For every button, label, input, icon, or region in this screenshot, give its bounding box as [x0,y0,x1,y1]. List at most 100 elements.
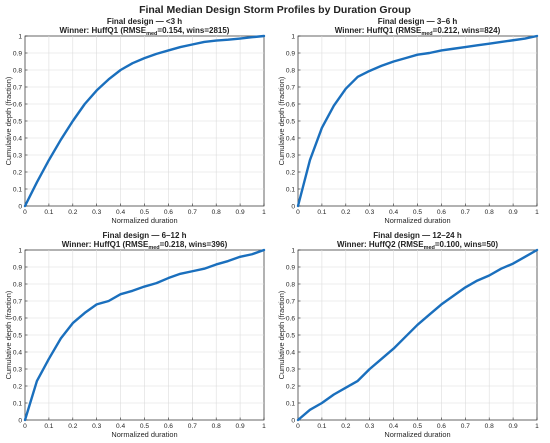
subtitle-prefix: Winner: HuffQ2 (RMSE [337,240,424,249]
x-tick-label: 0.3 [92,423,101,430]
x-tick-label: 0.8 [485,209,494,216]
x-axis-label: Normalized duration [384,216,450,225]
x-tick-label: 0.4 [389,209,398,216]
x-tick-label: 0.8 [212,423,221,430]
x-tick-label: 0.6 [164,423,173,430]
x-tick-label: 0 [296,209,300,216]
y-tick-label: 0.2 [286,169,295,176]
x-tick-label: 0 [23,423,27,430]
subtitle-subscript: med [146,31,157,37]
subtitle-suffix: =0.100, wins=50) [435,240,498,249]
x-tick-label: 0 [23,209,27,216]
y-tick-label: 0.7 [13,84,22,91]
y-tick-label: 0 [291,417,295,424]
x-tick-label: 0.9 [236,423,245,430]
figure-title: Final Median Design Storm Profiles by Du… [139,4,411,16]
y-tick-label: 0 [18,417,22,424]
subtitle-subscript: med [421,31,432,37]
subtitle-prefix: Winner: HuffQ1 (RMSE [62,240,149,249]
y-tick-label: 0.1 [13,400,22,407]
y-tick-label: 0.8 [13,281,22,288]
series-line [23,34,266,208]
x-tick-label: 0.7 [188,209,197,216]
y-tick-label: 0.3 [286,366,295,373]
y-tick-label: 0.6 [286,101,295,108]
x-axis-label: Normalized duration [111,216,177,225]
x-tick-label: 0.1 [317,423,326,430]
y-tick-label: 0.4 [13,349,22,356]
x-tick-label: 0.6 [437,209,446,216]
subtitle-suffix: =0.154, wins=2815) [157,26,229,35]
chart-panels: 000.10.10.20.20.30.30.40.40.50.50.60.60.… [4,17,539,439]
y-tick-label: 0.9 [13,50,22,57]
panel-subtitle: Winner: HuffQ1 (RMSEmed=0.218, wins=396) [62,240,228,251]
x-tick-label: 0.6 [164,209,173,216]
x-tick-label: 0.1 [44,209,53,216]
chart-panel-1: 00 0.1 0.1 0.2 0.2 0.3 0.3 0.4 0.4 0.5 0.5 0.6 0.6 0.… [4,17,266,225]
y-axis-label: Cumulative depth (fraction) [4,77,13,166]
y-tick-label: 0.5 [13,118,22,125]
x-tick-label: 0.4 [116,209,125,216]
x-tick-label: 0.2 [341,209,350,216]
y-tick-label: 0 [291,203,295,210]
y-tick-label: 1 [18,247,22,254]
y-tick-label: 0.4 [13,135,22,142]
y-tick-label: 0.1 [13,186,22,193]
x-tick-label: 0.9 [509,423,518,430]
x-tick-label: 0.9 [509,209,518,216]
y-tick-label: 1 [291,33,295,40]
y-tick-label: 0.4 [286,349,295,356]
y-tick-label: 0.5 [13,332,22,339]
x-tick-label: 0.3 [92,209,101,216]
series-line [296,248,539,422]
x-tick-label: 0.2 [341,423,350,430]
panel-subtitle: Winner: HuffQ1 (RMSEmed=0.212, wins=824) [335,26,501,37]
x-tick-label: 0.1 [317,209,326,216]
x-tick-label: 1 [535,209,539,216]
x-tick-label: 0.3 [365,209,374,216]
x-tick-label: 0.5 [413,209,422,216]
y-tick-label: 0.4 [286,135,295,142]
y-tick-label: 0.8 [13,67,22,74]
y-tick-label: 0.5 [286,332,295,339]
y-tick-label: 1 [18,33,22,40]
x-tick-label: 0.1 [44,423,53,430]
x-tick-label: 0 [296,423,300,430]
y-tick-label: 0.2 [13,383,22,390]
y-tick-label: 1 [291,247,295,254]
chart-panel-2: 00 0.1 0.1 0.2 0.2 0.3 0.3 0.4 0.4 0.5 0.5 0.6 0.6 0.… [277,17,539,225]
y-tick-label: 0.9 [286,50,295,57]
y-tick-label: 0.3 [13,366,22,373]
y-axis-label: Cumulative depth (fraction) [277,77,286,166]
x-tick-label: 0.7 [188,423,197,430]
x-tick-label: 0.2 [68,209,77,216]
y-tick-label: 0.9 [286,264,295,271]
y-tick-label: 0.1 [286,400,295,407]
x-tick-label: 0.6 [437,423,446,430]
x-tick-label: 0.7 [461,209,470,216]
y-tick-label: 0.1 [286,186,295,193]
subtitle-prefix: Winner: HuffQ1 (RMSE [335,26,422,35]
y-tick-label: 0.3 [13,152,22,159]
x-tick-label: 0.2 [68,423,77,430]
panel-title: Final design — 12–24 h [373,231,462,240]
y-axis-label: Cumulative depth (fraction) [4,291,13,380]
x-tick-label: 0.4 [389,423,398,430]
x-axis-label: Normalized duration [384,430,450,439]
x-tick-label: 0.8 [485,423,494,430]
panel-title: Final design — 6–12 h [102,231,186,240]
y-tick-label: 0.6 [13,315,22,322]
subtitle-suffix: =0.212, wins=824) [433,26,501,35]
y-tick-label: 0.7 [286,298,295,305]
y-tick-label: 0.5 [286,118,295,125]
y-tick-label: 0.7 [286,84,295,91]
x-tick-label: 0.9 [236,209,245,216]
x-tick-label: 0.8 [212,209,221,216]
chart-panel-3: 00 0.1 0.1 0.2 0.2 0.3 0.3 0.4 0.4 0.5 0.5 0.6 0.6 0.… [4,231,266,439]
y-tick-label: 0.3 [286,152,295,159]
x-tick-label: 0.3 [365,423,374,430]
y-tick-label: 0.8 [286,281,295,288]
y-axis-label: Cumulative depth (fraction) [277,291,286,380]
subtitle-subscript: med [424,245,435,251]
